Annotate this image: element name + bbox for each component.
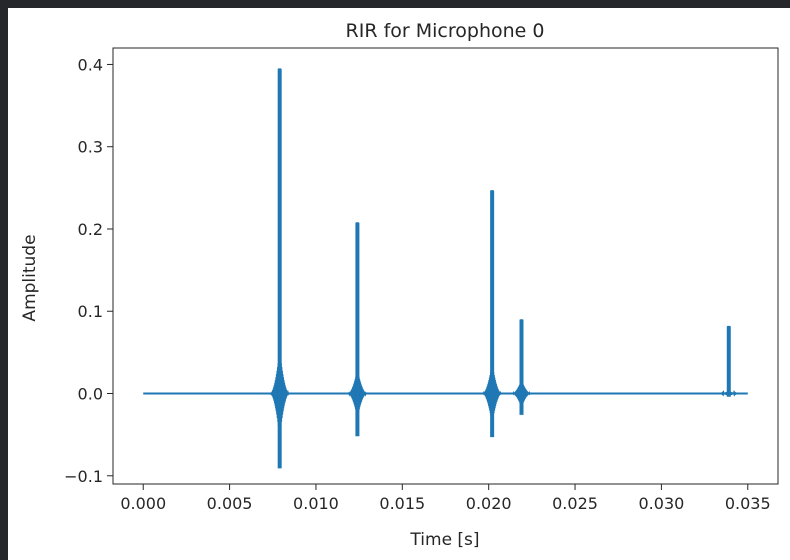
figure: 0.000 0.005 0.010 0.015 0.020 0.025 0.030 0.035… [8,8,790,560]
impulse-peak [355,222,360,437]
x-tick-label: 0.005 [207,494,253,513]
y-tick-label: 0.4 [78,55,103,74]
y-tick-label: −0.1 [64,467,103,486]
x-tick-label: 0.025 [552,494,598,513]
impulse-peak [726,325,731,397]
x-tick-label: 0.000 [120,494,166,513]
x-tick-label: 0.035 [725,494,771,513]
x-tick-label: 0.030 [639,494,685,513]
y-tick-label: 0.1 [78,302,103,321]
x-axis: 0.000 0.005 0.010 0.015 0.020 0.025 0.030 0.035 [120,484,771,513]
y-axis: −0.1 0.0 0.1 0.2 0.3 0.4 [64,55,113,486]
y-tick-label: 0.2 [78,220,103,239]
axes-frame [112,47,779,485]
x-tick-label: 0.015 [379,494,425,513]
impulse-peak [277,68,282,469]
y-tick-label: 0.3 [78,138,103,157]
rir-chart: 0.000 0.005 0.010 0.015 0.020 0.025 0.030 0.035… [20,20,779,550]
impulse-peak [519,319,524,415]
y-tick-label: 0.0 [78,385,103,404]
x-tick-label: 0.010 [293,494,339,513]
line-layer [143,68,748,469]
x-axis-label: Time [s] [409,530,479,550]
y-axis-label: Amplitude [20,234,40,321]
impulse-peak [490,190,495,438]
chart-title: RIR for Microphone 0 [346,20,545,42]
x-tick-label: 0.020 [466,494,512,513]
